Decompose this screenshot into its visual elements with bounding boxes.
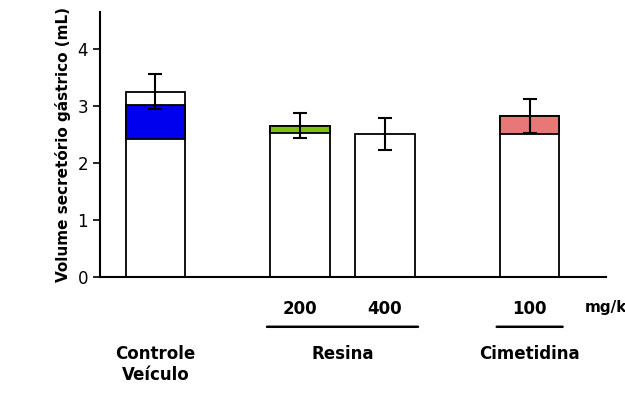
Text: Cimetidina: Cimetidina — [479, 345, 580, 363]
Text: Resina: Resina — [311, 345, 374, 363]
Y-axis label: Volume secretório gástrico (mL): Volume secretório gástrico (mL) — [54, 7, 71, 282]
Text: 400: 400 — [368, 300, 402, 318]
Text: Controle
Veículo: Controle Veículo — [115, 345, 196, 384]
Text: mg/kg: mg/kg — [585, 300, 625, 315]
Bar — [126, 92, 185, 276]
Text: 200: 200 — [282, 300, 318, 318]
Bar — [500, 116, 559, 134]
Bar — [355, 134, 415, 276]
Text: 100: 100 — [512, 300, 547, 318]
Bar — [500, 116, 559, 276]
Bar — [270, 126, 330, 276]
Bar — [126, 105, 185, 139]
Bar — [270, 126, 330, 132]
